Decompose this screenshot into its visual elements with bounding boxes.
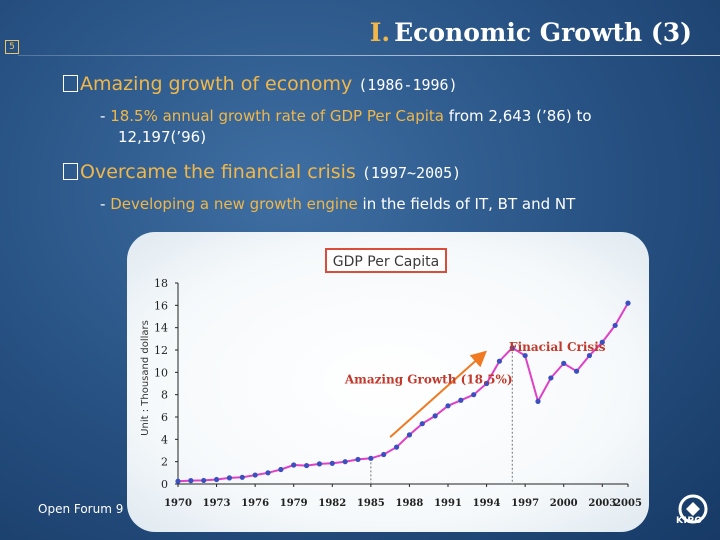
gdp-data-point bbox=[535, 398, 541, 404]
y-tick-label: 0 bbox=[161, 478, 168, 491]
x-tick-label: 1982 bbox=[318, 498, 346, 509]
y-axis-label: Unit : Thousand dollars bbox=[140, 320, 151, 436]
title-text: Economic Growth (3) bbox=[394, 18, 692, 47]
gdp-data-point bbox=[458, 397, 464, 403]
gdp-data-point bbox=[265, 470, 271, 476]
gdp-data-point bbox=[419, 421, 425, 427]
bullet-1-label: Amazing growth of economy bbox=[80, 73, 353, 95]
gdp-data-point bbox=[509, 345, 515, 351]
gdp-data-point bbox=[612, 322, 618, 329]
x-tick-label: 1979 bbox=[280, 498, 308, 509]
bullet-2: Overcame the financial crisis (1997~2005… bbox=[63, 161, 461, 183]
x-tick-label: 1988 bbox=[396, 498, 424, 509]
gdp-data-point bbox=[406, 432, 413, 438]
chart-title-box bbox=[325, 248, 447, 273]
gdp-data-point bbox=[432, 413, 438, 419]
logo-text: KIPO bbox=[676, 516, 703, 526]
chart-annotation: Finacial Crisis bbox=[509, 340, 606, 354]
bullet-box-icon bbox=[63, 163, 78, 180]
gdp-data-point bbox=[561, 360, 567, 366]
x-tick-label: 1973 bbox=[203, 498, 231, 509]
y-tick-label: 4 bbox=[161, 433, 168, 446]
bullet-1-detail-line2: 12,197(’96) bbox=[118, 128, 207, 146]
bullet-2-years: (1997~2005) bbox=[361, 164, 462, 182]
y-tick-label: 16 bbox=[154, 299, 168, 312]
bullet-1-detail-highlight: 18.5% annual growth rate of GDP Per Capi… bbox=[110, 107, 444, 125]
gdp-data-point bbox=[239, 474, 245, 480]
chart-annotation: Amazing Growth (18.5%) bbox=[344, 373, 513, 387]
y-tick-label: 6 bbox=[161, 411, 168, 424]
x-tick-label: 1994 bbox=[473, 498, 501, 509]
bullet-2-detail-prefix: - bbox=[100, 195, 111, 213]
y-tick-label: 8 bbox=[161, 389, 168, 402]
gdp-data-point bbox=[303, 462, 310, 469]
y-tick-label: 14 bbox=[154, 322, 168, 335]
gdp-data-point bbox=[291, 462, 297, 468]
gdp-data-point bbox=[342, 459, 348, 465]
x-tick-label: 1970 bbox=[164, 498, 192, 509]
y-tick-label: 10 bbox=[154, 366, 168, 379]
bullet-1-detail-prefix: - bbox=[100, 107, 111, 125]
gdp-data-point bbox=[393, 444, 400, 450]
gdp-data-point bbox=[329, 460, 335, 466]
x-tick-label: 1997 bbox=[511, 498, 539, 509]
bullet-1: Amazing growth of economy (1986-1996) bbox=[63, 73, 458, 95]
gdp-data-point bbox=[226, 475, 233, 481]
gdp-data-point bbox=[548, 375, 554, 381]
x-tick-label: 1976 bbox=[241, 498, 269, 509]
bullet-box-icon bbox=[63, 75, 78, 92]
gdp-data-point bbox=[316, 461, 323, 467]
chart-panel bbox=[127, 232, 649, 532]
gdp-data-point bbox=[368, 455, 374, 461]
gdp-data-point bbox=[522, 352, 528, 359]
page-title: Ⅰ. Economic Growth (3) bbox=[370, 18, 692, 47]
footer-text: Open Forum 9 bbox=[38, 502, 124, 516]
gdp-series-line bbox=[177, 302, 629, 483]
gdp-data-point bbox=[483, 380, 490, 387]
bullet-2-detail-rest: in the fields of IT, BT and NT bbox=[357, 195, 576, 213]
kipo-logo-icon bbox=[678, 494, 708, 524]
x-tick-label: 2003 bbox=[588, 498, 616, 509]
x-tick-label: 1985 bbox=[357, 498, 385, 509]
x-tick-label: 1991 bbox=[434, 498, 462, 509]
page-number: 5 bbox=[5, 40, 19, 54]
gdp-data-point bbox=[445, 403, 451, 409]
y-tick-label: 18 bbox=[154, 277, 168, 290]
bullet-2-detail-highlight: Developing a new growth engine bbox=[110, 195, 358, 213]
x-tick-label: 2005 bbox=[614, 498, 642, 509]
bullet-1-detail: - 18.5% annual growth rate of GDP Per Ca… bbox=[100, 106, 592, 148]
y-tick-label: 2 bbox=[161, 456, 168, 469]
gdp-data-point bbox=[496, 358, 503, 364]
x-tick-label: 2000 bbox=[550, 498, 578, 509]
bullet-1-years: (1986-1996) bbox=[358, 76, 458, 94]
chart-title: GDP Per Capita bbox=[333, 254, 439, 270]
gdp-data-point bbox=[213, 476, 220, 483]
bullet-2-label: Overcame the financial crisis bbox=[80, 161, 356, 183]
gdp-data-point bbox=[625, 300, 631, 306]
gdp-data-point bbox=[573, 368, 580, 374]
gdp-data-point bbox=[201, 477, 207, 484]
y-tick-label: 12 bbox=[154, 344, 168, 357]
gdp-data-point bbox=[252, 472, 258, 478]
title-roman-numeral: Ⅰ. bbox=[369, 18, 391, 47]
bullet-2-detail: - Developing a new growth engine in the … bbox=[100, 194, 575, 215]
title-divider bbox=[18, 55, 720, 56]
gdp-data-point bbox=[586, 352, 593, 359]
growth-arrow bbox=[389, 350, 487, 438]
gdp-data-point bbox=[471, 392, 477, 398]
gdp-data-point bbox=[175, 478, 181, 484]
gdp-data-point bbox=[599, 339, 605, 345]
bullet-1-detail-rest: from 2,643 (’86) to bbox=[443, 107, 592, 125]
gdp-data-point bbox=[278, 466, 284, 473]
gdp-data-point bbox=[355, 456, 361, 463]
gdp-data-point bbox=[188, 478, 194, 484]
gdp-data-point bbox=[381, 451, 387, 458]
